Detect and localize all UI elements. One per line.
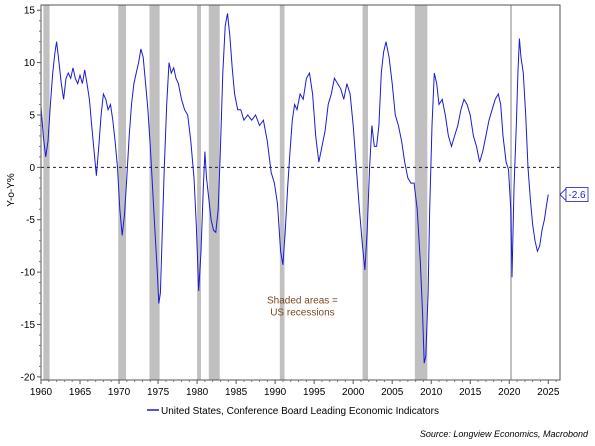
recession-band-1: [43, 5, 50, 380]
last-value-box: [565, 187, 589, 202]
y-tick-label--20: -20: [21, 372, 36, 383]
recession-band-9: [510, 5, 513, 380]
recession-annotation: Shaded areas =US recessions: [267, 296, 338, 319]
legend-label: United States, Conference Board Leading …: [161, 406, 439, 417]
y-tick-label--10: -10: [21, 268, 36, 279]
x-tick-label-2000: 2000: [342, 387, 365, 398]
x-tick-label-2025: 2025: [537, 387, 560, 398]
x-tick-label-1990: 1990: [264, 387, 287, 398]
x-tick-label-2010: 2010: [420, 387, 443, 398]
y-tick-label--15: -15: [21, 320, 36, 331]
annotation-line-2: US recessions: [270, 308, 334, 319]
x-tick-label-2015: 2015: [459, 387, 482, 398]
last-value-label: -2.6: [568, 190, 586, 201]
x-tick-label-1965: 1965: [69, 387, 92, 398]
x-tick-label-2005: 2005: [381, 387, 404, 398]
plot-frame: [40, 4, 561, 381]
recession-band-8: [414, 5, 428, 380]
recession-band-3: [149, 5, 160, 380]
y-tick-label--5: -5: [26, 215, 35, 226]
x-tick-label-2020: 2020: [498, 387, 521, 398]
y-tick-label-10: 10: [24, 58, 36, 69]
x-axis: 1960 1965 1970 1975 1980 1985 1990 1995 2000 2005…: [30, 380, 560, 398]
x-tick-label-1995: 1995: [303, 387, 326, 398]
y-axis-title: Y-o-Y%: [6, 173, 17, 207]
recession-bands: [43, 5, 513, 380]
legend: United States, Conference Board Leading …: [147, 406, 439, 417]
x-tick-label-1980: 1980: [186, 387, 209, 398]
recession-band-2: [118, 5, 127, 380]
y-tick-label-5: 5: [29, 110, 35, 121]
series-line-leading-indicators: [40, 13, 549, 364]
x-tick-label-1970: 1970: [108, 387, 131, 398]
recession-band-6: [279, 5, 285, 380]
recession-band-4: [197, 5, 201, 380]
y-axis: 15 10 5 0 -5 -10 -15 -20: [21, 6, 41, 383]
x-tick-label-1960: 1960: [30, 387, 53, 398]
source-note: Source: Longview Economics, Macrobond: [420, 429, 589, 439]
recession-band-7: [362, 5, 369, 380]
last-value-pointer: [559, 187, 567, 202]
last-value-callout: -2.6: [559, 187, 589, 202]
recession-band-5: [208, 5, 220, 380]
x-tick-label-1975: 1975: [147, 387, 170, 398]
y-tick-label-0: 0: [29, 163, 35, 174]
x-tick-label-1985: 1985: [225, 387, 248, 398]
annotation-line-1: Shaded areas =: [267, 296, 338, 307]
y-tick-label-15: 15: [24, 6, 36, 17]
